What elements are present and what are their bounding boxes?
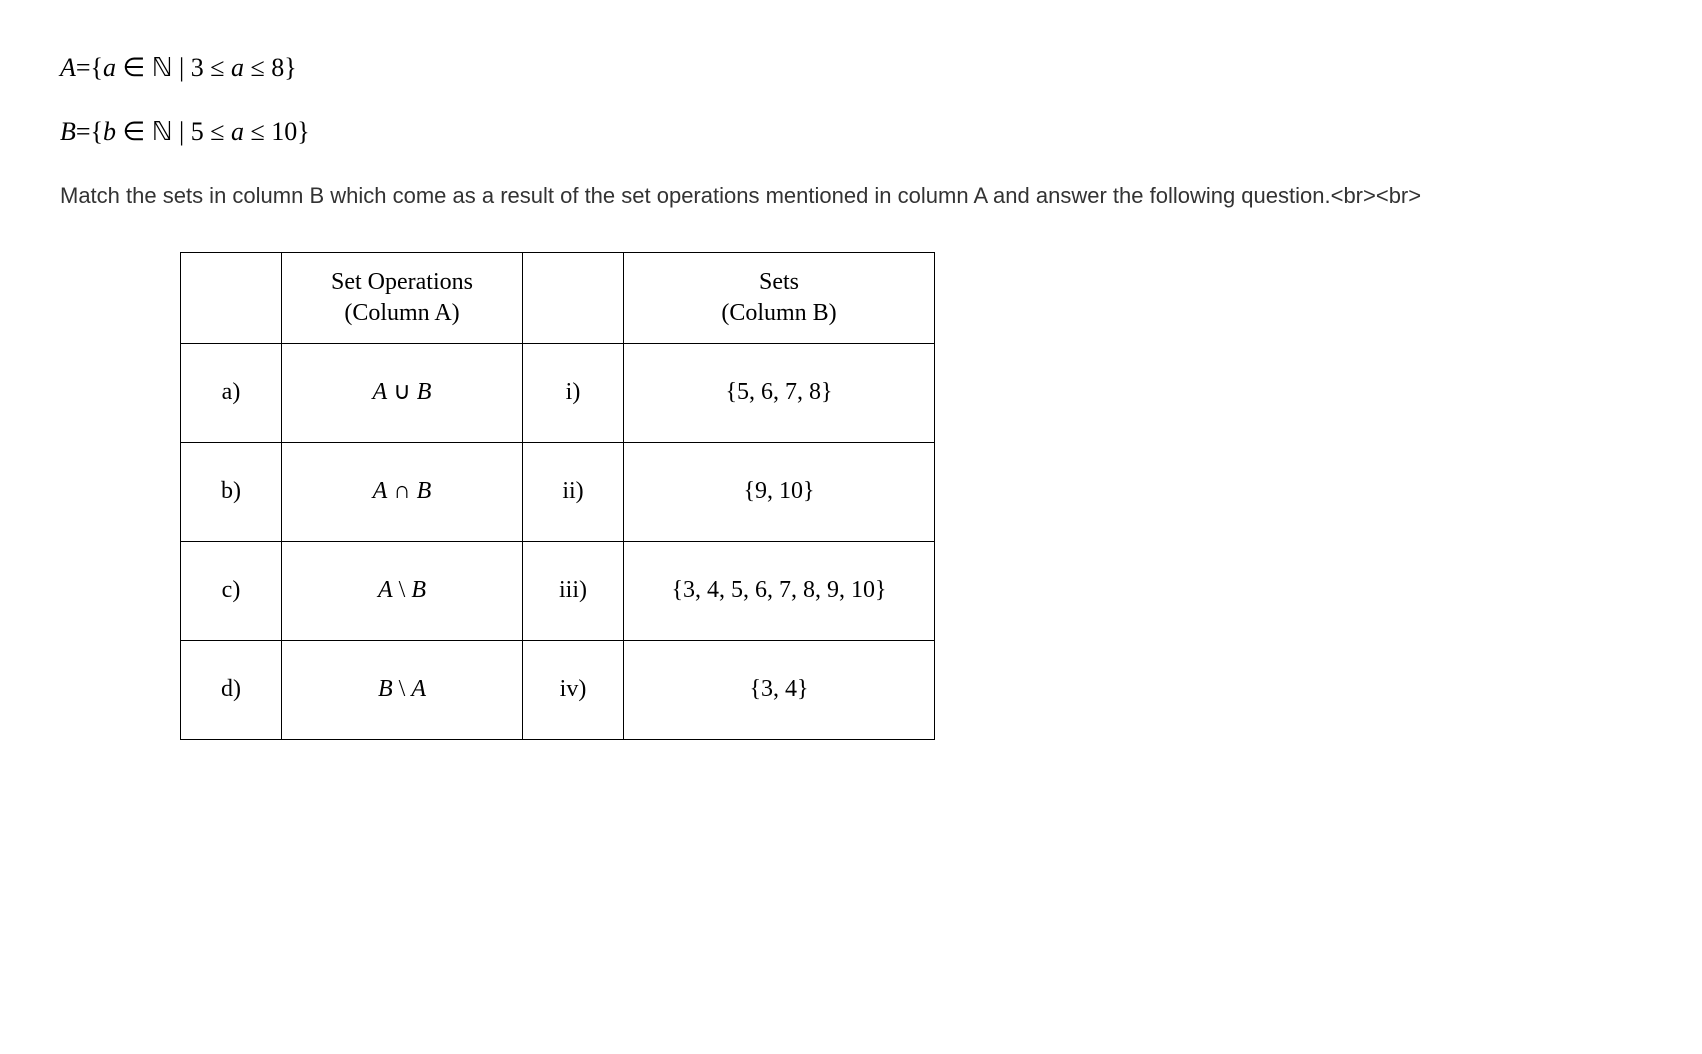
row-operation: A ∪ B bbox=[282, 344, 523, 443]
row-label: a) bbox=[181, 344, 282, 443]
row-operation: B \ A bbox=[282, 641, 523, 740]
header-blank-b bbox=[523, 252, 624, 343]
row-operation: A \ B bbox=[282, 542, 523, 641]
row-roman: ii) bbox=[523, 443, 624, 542]
row-label: c) bbox=[181, 542, 282, 641]
header-column-b: Sets (Column B) bbox=[624, 252, 935, 343]
row-set: {3, 4} bbox=[624, 641, 935, 740]
header-column-a: Set Operations (Column A) bbox=[282, 252, 523, 343]
row-label: b) bbox=[181, 443, 282, 542]
set-a-definition: A={a ∈ ℕ | 3 ≤ a ≤ 8} bbox=[60, 50, 1642, 86]
table-row: a) A ∪ B i) {5, 6, 7, 8} bbox=[181, 344, 935, 443]
row-set: {3, 4, 5, 6, 7, 8, 9, 10} bbox=[624, 542, 935, 641]
table-row: c) A \ B iii) {3, 4, 5, 6, 7, 8, 9, 10} bbox=[181, 542, 935, 641]
row-operation: A ∩ B bbox=[282, 443, 523, 542]
header-col-b-line2: (Column B) bbox=[644, 298, 914, 329]
header-col-a-line2: (Column A) bbox=[302, 298, 502, 329]
table-row: b) A ∩ B ii) {9, 10} bbox=[181, 443, 935, 542]
row-set: {9, 10} bbox=[624, 443, 935, 542]
instruction-text: Match the sets in column B which come as… bbox=[60, 179, 1642, 212]
row-roman: iii) bbox=[523, 542, 624, 641]
header-blank-a bbox=[181, 252, 282, 343]
row-roman: i) bbox=[523, 344, 624, 443]
set-b-definition: B={b ∈ ℕ | 5 ≤ a ≤ 10} bbox=[60, 114, 1642, 150]
header-col-a-line1: Set Operations bbox=[302, 267, 502, 298]
row-roman: iv) bbox=[523, 641, 624, 740]
table-row: d) B \ A iv) {3, 4} bbox=[181, 641, 935, 740]
row-label: d) bbox=[181, 641, 282, 740]
header-col-b-line1: Sets bbox=[644, 267, 914, 298]
matching-table: Set Operations (Column A) Sets (Column B… bbox=[180, 252, 935, 740]
row-set: {5, 6, 7, 8} bbox=[624, 344, 935, 443]
